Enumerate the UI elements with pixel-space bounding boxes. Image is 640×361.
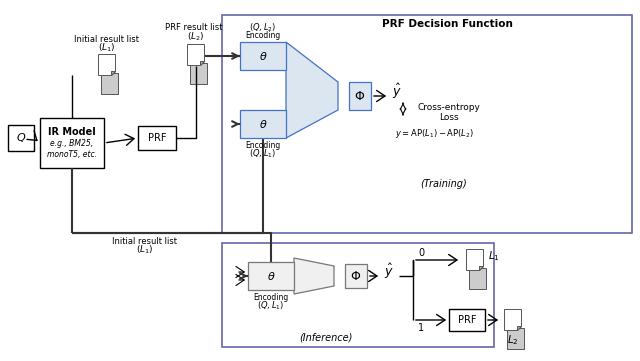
Bar (240, 42, 286, 70)
Bar (240, 110, 286, 138)
Text: PRF: PRF (148, 133, 166, 143)
Bar (100, 73, 118, 93)
Text: $\hat{y}$: $\hat{y}$ (392, 82, 402, 100)
Text: Initial result list: Initial result list (113, 236, 177, 245)
Text: Loss: Loss (439, 113, 459, 122)
Text: PRF Decision Function: PRF Decision Function (382, 19, 513, 29)
Text: $Q$: $Q$ (16, 131, 26, 144)
Text: IR Model: IR Model (48, 127, 96, 137)
Bar (222, 15, 632, 233)
Polygon shape (188, 44, 205, 65)
Polygon shape (200, 61, 205, 65)
Text: Encoding: Encoding (253, 293, 289, 303)
Text: $L_1$: $L_1$ (488, 249, 500, 263)
Polygon shape (99, 55, 115, 75)
Polygon shape (504, 309, 522, 331)
Text: Encoding: Encoding (245, 30, 280, 39)
Text: e.g., BM25,: e.g., BM25, (51, 139, 93, 148)
Text: PRF: PRF (458, 315, 476, 325)
Bar (40, 118, 104, 168)
Text: PRF result list: PRF result list (165, 22, 223, 31)
Polygon shape (294, 258, 334, 294)
Text: Encoding: Encoding (245, 142, 280, 151)
Text: $\theta$: $\theta$ (259, 50, 268, 62)
Polygon shape (111, 71, 115, 75)
Text: $(Q, L_1)$: $(Q, L_1)$ (250, 148, 276, 160)
Text: Initial result list: Initial result list (74, 35, 140, 43)
Bar (138, 126, 176, 150)
Polygon shape (286, 42, 338, 138)
Text: $\Phi$: $\Phi$ (351, 270, 362, 283)
Bar (468, 268, 486, 288)
Text: $\theta$: $\theta$ (267, 270, 275, 282)
Bar (345, 264, 367, 288)
Bar (8, 125, 34, 151)
Bar (189, 62, 207, 83)
Text: 1: 1 (418, 323, 424, 333)
Text: (Training): (Training) (420, 179, 467, 189)
Text: $y = \mathrm{AP}(L_1) - \mathrm{AP}(L_2)$: $y = \mathrm{AP}(L_1) - \mathrm{AP}(L_2)… (394, 127, 474, 140)
Bar (222, 243, 494, 347)
Text: $(L_1)$: $(L_1)$ (99, 42, 116, 54)
Text: $\theta$: $\theta$ (259, 118, 268, 130)
Text: $\hat{y}$: $\hat{y}$ (384, 261, 394, 280)
Text: Cross-entropy: Cross-entropy (417, 104, 481, 113)
Bar (449, 309, 485, 331)
Bar (506, 327, 524, 348)
Polygon shape (479, 266, 483, 270)
Text: $(L_2)$: $(L_2)$ (188, 31, 205, 43)
Polygon shape (467, 249, 483, 270)
Bar (349, 82, 371, 110)
Text: $(L_1)$: $(L_1)$ (136, 244, 154, 256)
Text: $L_2$: $L_2$ (507, 333, 519, 347)
Text: monoT5, etc.: monoT5, etc. (47, 149, 97, 158)
Text: $\Phi$: $\Phi$ (355, 90, 365, 103)
Polygon shape (518, 326, 522, 331)
Text: $(Q, L_1)$: $(Q, L_1)$ (257, 300, 285, 312)
Text: $(Q, L_2)$: $(Q, L_2)$ (250, 22, 276, 34)
Text: (Inference): (Inference) (300, 332, 353, 342)
Bar (248, 262, 294, 290)
Text: 0: 0 (418, 248, 424, 258)
